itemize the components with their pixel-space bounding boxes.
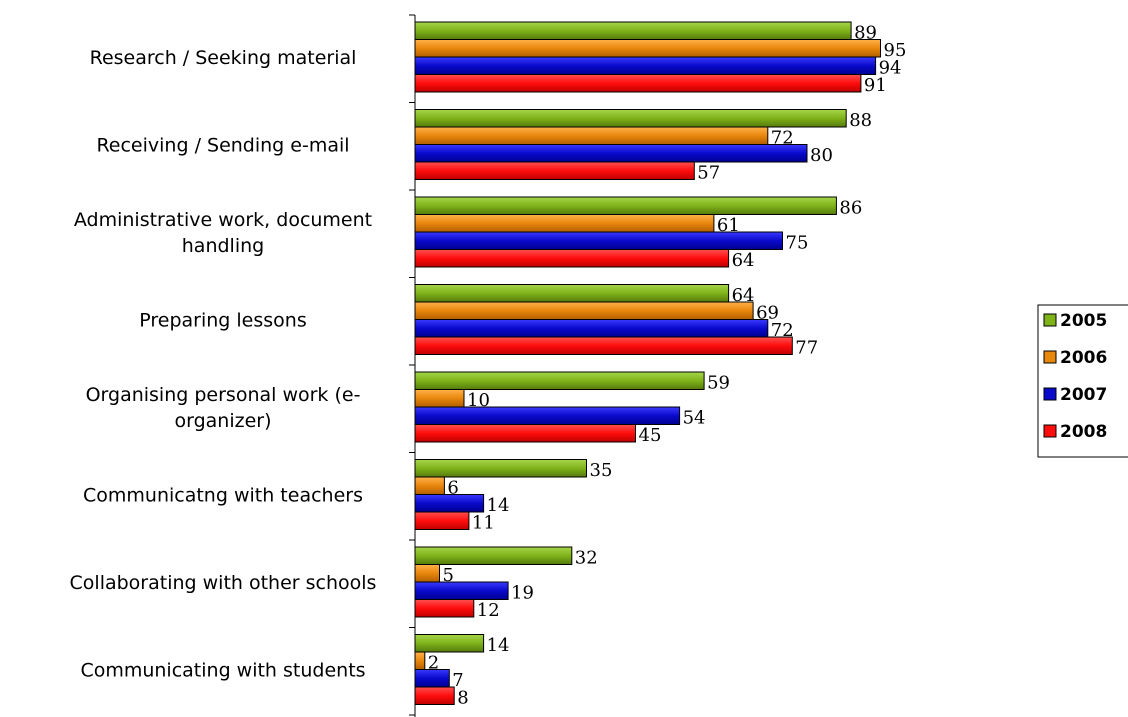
data-label: 75 [786,233,809,254]
data-label: 91 [864,75,887,96]
data-label: 69 [756,303,779,324]
bar-2007 [414,406,681,425]
data-label: 45 [639,425,662,446]
data-label: 72 [771,320,794,341]
data-label: 89 [854,23,877,44]
data-label: 32 [575,548,598,569]
bar-2005 [414,459,587,478]
bar-2006 [414,39,881,58]
data-label: 88 [849,110,872,131]
bar-2007 [414,319,769,338]
category-labels: Research / Seeking material Receiving / S… [70,47,377,682]
data-label: 5 [443,565,454,586]
bar-2005 [414,21,852,40]
category-label: organizer) [174,410,271,432]
legend: 2005 2006 2007 2008 [1037,304,1128,458]
bar-2008 [414,599,475,618]
bar-2007 [414,231,783,250]
data-label: 35 [590,460,613,481]
legend-swatch-2008 [1043,424,1057,438]
data-label: 86 [839,198,862,219]
category-label: handling [182,235,264,257]
bar-2007 [414,669,450,688]
data-label: 10 [467,390,490,411]
data-label: 7 [452,670,463,691]
category-label: Collaborating with other schools [70,572,377,594]
bar-2008 [414,249,730,268]
bar-2005 [414,634,485,653]
bar-2006 [414,126,769,145]
data-label: 11 [472,513,495,534]
bar-2008 [414,336,793,355]
data-label: 57 [697,163,720,184]
bar-2006 [414,389,465,408]
bar-2005 [414,546,573,565]
data-label: 80 [810,145,833,166]
bar-2005 [414,284,730,303]
category-label: Communicatng with teachers [83,485,363,507]
category-label: Organising personal work (e- [86,384,361,406]
bar-2006 [414,651,426,670]
legend-swatch-2006 [1043,350,1057,364]
data-label: 8 [457,688,468,709]
legend-swatch-2007 [1043,387,1057,401]
bar-2008 [414,74,862,93]
bar-2007 [414,56,877,75]
bar-2005 [414,109,847,128]
data-label: 6 [447,478,458,499]
bar-2006 [414,214,715,233]
bar-2005 [414,371,705,390]
legend-label-2008: 2008 [1060,422,1107,442]
legend-label-2007: 2007 [1060,385,1107,405]
bar-2006 [414,301,754,320]
category-label: Preparing lessons [139,310,306,332]
bar-2007 [414,581,509,600]
bars: 8995949188728057866175646469727759105445… [414,21,907,709]
axis [409,14,416,717]
category-label: Research / Seeking material [90,47,357,69]
data-label: 14 [487,635,510,656]
data-label: 94 [879,58,902,79]
data-label: 59 [707,373,730,394]
data-label: 64 [732,285,755,306]
legend-swatch-2005 [1043,313,1057,327]
bar-2008 [414,686,455,705]
legend-label-2005: 2005 [1060,311,1107,331]
bar-2008 [414,511,470,530]
data-label: 64 [732,250,755,271]
bar-2008 [414,161,695,180]
bar-2005 [414,196,837,215]
bar-2006 [414,476,445,495]
category-label: Communicating with students [80,660,365,682]
data-label: 54 [683,408,706,429]
category-label: Receiving / Sending e-mail [96,135,349,157]
data-label: 95 [884,40,907,61]
data-label: 19 [511,583,534,604]
data-label: 2 [428,653,439,674]
data-label: 72 [771,128,794,149]
category-label: Administrative work, document [74,209,372,231]
bar-2007 [414,144,808,163]
data-label: 12 [477,600,500,621]
bar-2007 [414,494,485,513]
data-label: 61 [717,215,740,236]
legend-label-2006: 2006 [1060,348,1107,368]
bar-2008 [414,424,636,443]
data-label: 14 [487,495,510,516]
bar-2006 [414,564,440,583]
data-label: 77 [795,338,818,359]
